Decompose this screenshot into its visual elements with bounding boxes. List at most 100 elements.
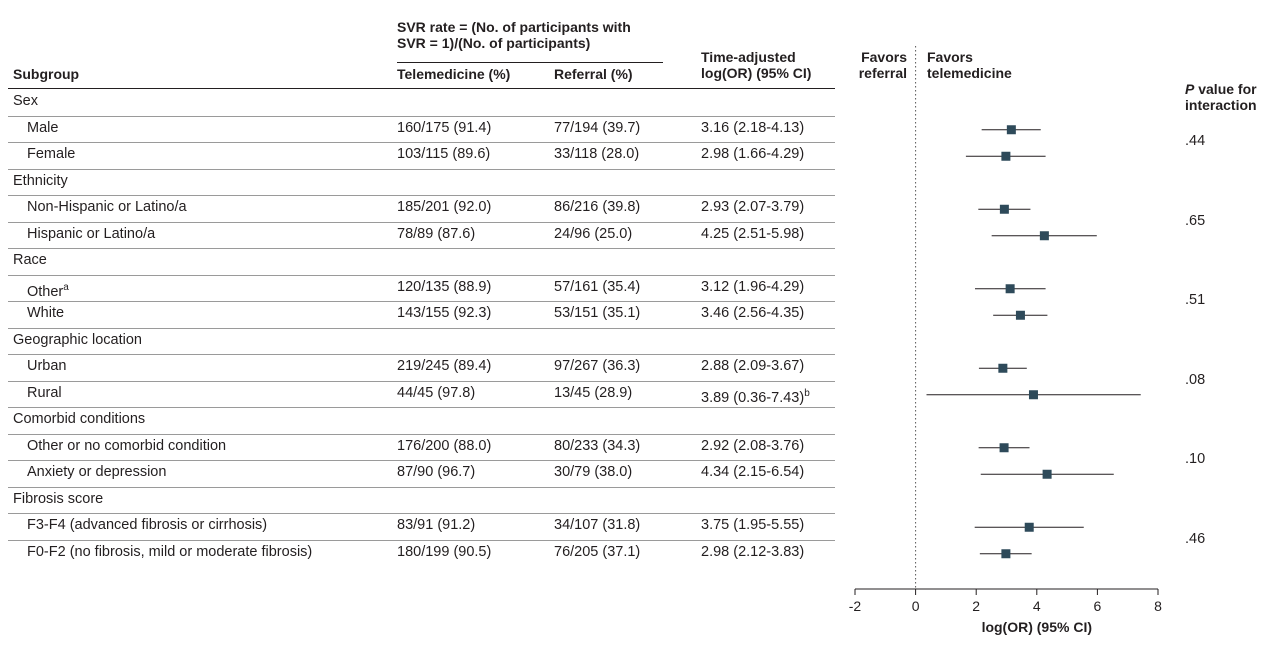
ci-cell: 2.98 (1.66-4.29): [701, 146, 804, 163]
x-tick-label: 2: [972, 598, 980, 614]
subgroup-label-text: Non-Hispanic or Latino/a: [27, 199, 187, 215]
ci-cell-text: 2.88 (2.09-3.67): [701, 358, 805, 374]
subgroup-label-text: Anxiety or depression: [27, 464, 167, 480]
subgroup-label-text: Other or no comorbid condition: [27, 437, 227, 454]
telemedicine-cell: 180/199 (90.5): [397, 543, 492, 560]
ci-cell-text: 3.12 (1.96-4.29): [701, 278, 805, 295]
point-estimate-marker: [1006, 125, 1016, 135]
x-axis-ticks: -2 0 2 4 6 8: [849, 589, 1162, 614]
subgroup-label-text: Urban: [27, 358, 67, 374]
telemedicine-header: Telemedicine (%): [397, 66, 511, 82]
svr-rate-underline: [397, 62, 663, 63]
referral-header: Referral (%): [554, 66, 633, 82]
ci-cell: 2.92 (2.08-3.76): [701, 438, 804, 455]
p-value: .65: [1185, 212, 1206, 229]
row-divider: [8, 380, 835, 382]
ci-cell: 4.34 (2.15-6.54): [701, 464, 804, 481]
subgroup-label: White: [27, 305, 64, 322]
ci-cell: 3.89 (0.36-7.43)b: [701, 385, 810, 407]
svr-rate-header-line2: SVR = 1)/(No. of participants): [397, 35, 591, 51]
favors-referral-label: Favors referral: [857, 49, 907, 81]
point-estimate-marker: [1005, 284, 1015, 294]
point-estimate-marker: [1024, 522, 1034, 532]
group-label: Comorbid conditions: [13, 411, 146, 427]
ci-cell: 3.16 (2.18-4.13): [701, 120, 804, 137]
row-divider: [8, 168, 835, 170]
point-estimate-marker: [1001, 549, 1011, 559]
svr-rate-header-line1: SVR rate = (No. of participants with: [397, 19, 631, 35]
ci-cell-text: 3.89 (0.36-7.43): [701, 389, 805, 406]
telemedicine-cell: 103/115 (89.6): [397, 146, 491, 162]
subgroup-label: Male: [27, 120, 58, 137]
ci-cell: 2.88 (2.09-3.67): [701, 358, 804, 375]
header-underline: [8, 88, 835, 89]
subgroup-label: Rural: [27, 385, 62, 402]
ci-cell: 3.46 (2.56-4.35): [701, 305, 804, 322]
ci-cell: 2.93 (2.07-3.79): [701, 199, 804, 216]
favors-referral-line1: Favors: [861, 49, 907, 65]
subgroup-label: Non-Hispanic or Latino/a: [27, 199, 187, 216]
point-estimate-marker: [999, 204, 1009, 214]
row-divider: [8, 460, 835, 461]
point-estimate-marker: [1039, 231, 1049, 241]
subgroup-header: Subgroup: [13, 66, 80, 82]
p-value: .46: [1185, 530, 1206, 547]
referral-cell: 24/96 (25.0): [554, 225, 633, 242]
ci-cell-text: 3.16 (2.18-4.13): [701, 119, 805, 136]
row-divider: [8, 327, 835, 329]
ci-cell: 2.98 (2.12-3.83): [701, 544, 804, 561]
ci-cell: 4.25 (2.51-5.98): [701, 226, 804, 243]
point-estimate-marker: [998, 363, 1008, 373]
referral-cell: 30/79 (38.0): [554, 464, 633, 480]
row-divider: [8, 195, 835, 196]
subgroup-label: Other or no comorbid condition: [27, 438, 226, 455]
ci-header: Time-adjusted log(OR) (95% CI): [701, 49, 811, 81]
favors-telemedicine-line1: Favors: [927, 49, 973, 65]
subgroup-label: Female: [27, 146, 75, 163]
p-value-header-line2: interaction: [1185, 97, 1257, 113]
ci-marks: [926, 125, 1141, 559]
subgroup-label-text: White: [27, 305, 65, 321]
telemedicine-cell: 185/201 (92.0): [397, 199, 492, 215]
subgroup-label-text: F0-F2 (no fibrosis, mild or moderate fib…: [27, 543, 313, 560]
subgroup-label-text: Hispanic or Latino/a: [27, 225, 156, 242]
row-divider: [8, 486, 835, 488]
telemedicine-cell: 83/91 (91.2): [397, 517, 476, 533]
referral-cell: 76/205 (37.1): [554, 543, 641, 560]
ci-header-line2: log(OR) (95% CI): [701, 65, 812, 81]
footnote-marker: a: [63, 281, 69, 293]
p-value: .51: [1185, 292, 1206, 308]
group-label: Race: [13, 252, 47, 268]
telemedicine-cell: 143/155 (92.3): [397, 305, 492, 321]
subgroup-label: F3-F4 (advanced fibrosis or cirrhosis): [27, 517, 267, 534]
referral-cell: 77/194 (39.7): [554, 119, 641, 136]
referral-cell: 57/161 (35.4): [554, 278, 641, 295]
telemedicine-cell: 44/45 (97.8): [397, 384, 476, 401]
subgroup-label-text: Male: [27, 119, 59, 136]
ci-cell: 3.12 (1.96-4.29): [701, 279, 804, 296]
ci-cell-text: 4.25 (2.51-5.98): [701, 225, 805, 242]
telemedicine-cell: 87/90 (96.7): [397, 464, 476, 480]
favors-telemedicine-label: Favors telemedicine: [927, 49, 1012, 81]
subgroup-label: F0-F2 (no fibrosis, mild or moderate fib…: [27, 544, 312, 561]
point-estimate-marker: [1042, 469, 1052, 479]
referral-cell: 33/118 (28.0): [554, 146, 640, 162]
point-estimate-marker: [1001, 151, 1011, 161]
ci-cell-text: 3.75 (1.95-5.55): [701, 517, 805, 533]
ci-cell-text: 2.93 (2.07-3.79): [701, 199, 805, 215]
p-value-header: P value for interaction: [1185, 81, 1257, 113]
p-value-header-rest: value for: [1194, 81, 1257, 97]
ci-cell-text: 2.98 (2.12-3.83): [701, 543, 805, 560]
row-divider: [8, 301, 835, 302]
p-value: .44: [1185, 133, 1206, 149]
svr-rate-header: SVR rate = (No. of participants with SVR…: [397, 19, 677, 51]
ci-cell-text: 4.34 (2.15-6.54): [701, 464, 805, 480]
ci-cell-text: 2.92 (2.08-3.76): [701, 437, 805, 454]
point-estimate-marker: [999, 443, 1009, 453]
referral-cell: 86/216 (39.8): [554, 199, 641, 215]
telemedicine-cell: 78/89 (87.6): [397, 225, 476, 242]
point-estimate-marker: [1015, 310, 1025, 320]
ci-cell-text: 3.46 (2.56-4.35): [701, 305, 805, 321]
telemedicine-cell: 176/200 (88.0): [397, 437, 492, 454]
group-label: Sex: [13, 93, 38, 109]
